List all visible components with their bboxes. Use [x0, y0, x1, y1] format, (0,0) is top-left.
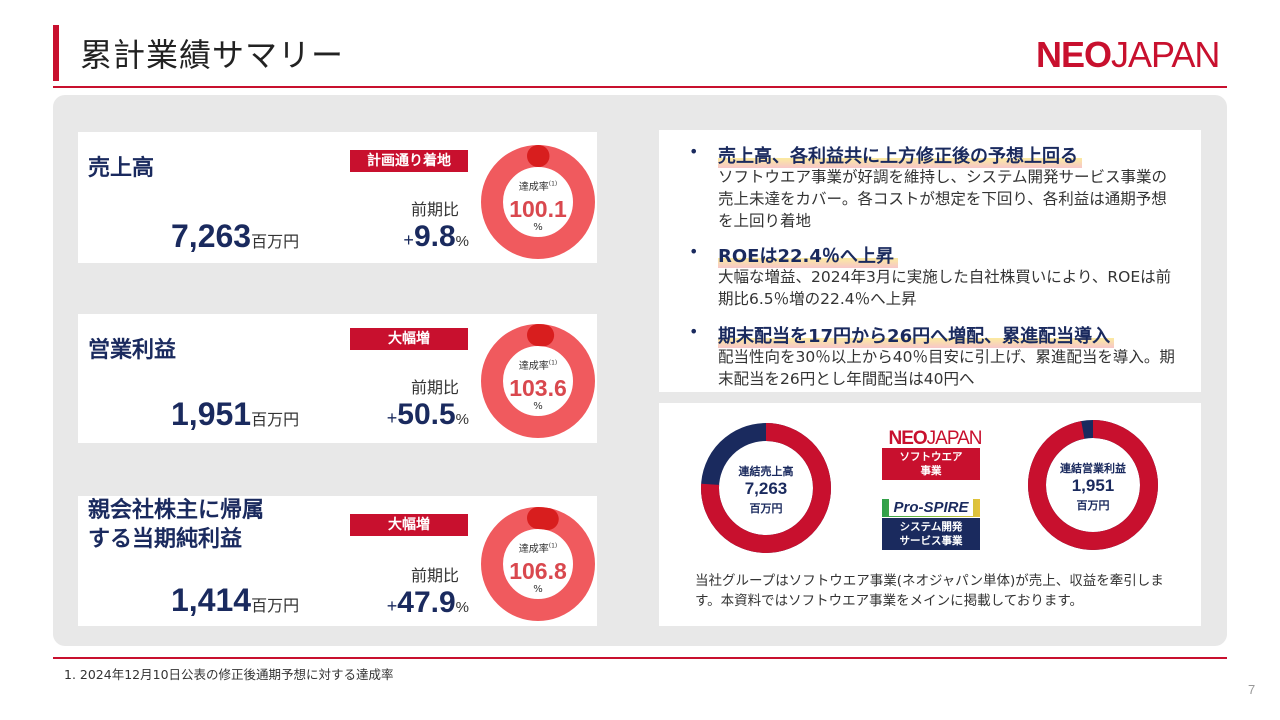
achievement-ring	[481, 145, 595, 259]
sales-ring	[701, 423, 831, 553]
achieve-value: 106.8	[509, 558, 567, 584]
card-operating-profit: 営業利益 大幅増 1,951百万円 前期比 +50.5% 達成率(1) 103.…	[78, 314, 597, 443]
bullet-dot: •	[689, 242, 699, 261]
card-value: 1,414百万円	[171, 582, 300, 618]
bullet-dot: •	[689, 142, 699, 161]
achieve-percent: %	[533, 222, 543, 233]
footnote: 1. 2024年12月10日公表の修正後通期予想に対する達成率	[64, 667, 394, 682]
achieve-label: 達成率(1)	[518, 359, 558, 372]
title-divider	[53, 86, 1227, 88]
status-tag: 計画通り着地	[350, 150, 468, 172]
yoy-label: 前期比	[411, 378, 460, 397]
achievement-ring	[481, 507, 595, 621]
achievement-donut: 達成率(1) 100.1 %	[478, 142, 598, 262]
page-title: 累計業績サマリー	[80, 36, 345, 74]
donut-value: 1,951	[1071, 476, 1115, 495]
achievement-donut: 達成率(1) 106.8 %	[478, 504, 598, 624]
neojapan-logo-small: NEOJAPAN	[888, 428, 982, 449]
card-title: 売上高	[88, 156, 155, 181]
footer-divider	[53, 657, 1227, 659]
yoy-label: 前期比	[411, 200, 460, 219]
donut-value: 7,263	[744, 479, 788, 498]
donut-unit: 百万円	[749, 502, 783, 515]
highlights-box: • 売上高、各利益共に上方修正後の予想上回る ソフトウエア事業が好調を維持し、シ…	[659, 130, 1201, 392]
software-segment-label: ソフトウエア 事業	[882, 448, 980, 480]
card-value: 1,951百万円	[171, 396, 300, 432]
status-tag: 大幅増	[350, 514, 468, 536]
sysdev-segment-label: システム開発 サービス事業	[882, 518, 980, 550]
group-composition-box: 連結売上高 7,263 百万円 NEOJAPAN ソフトウエア 事業 Pro-SP…	[659, 403, 1201, 626]
achieve-value: 103.6	[509, 375, 567, 401]
donut-unit: 百万円	[1076, 499, 1110, 512]
donut-title: 連結営業利益	[1060, 462, 1126, 475]
consolidated-op-profit-donut: 連結営業利益 1,951 百万円	[1026, 418, 1160, 552]
card-value: 7,263百万円	[171, 218, 300, 254]
highlight-heading: 期末配当を17円から26円へ増配、累進配当導入	[718, 322, 1115, 348]
highlight-heading: ROEは22.4％へ上昇	[718, 242, 898, 268]
yoy-label: 前期比	[411, 566, 460, 585]
prospire-logo: Pro-SPIRE	[882, 499, 980, 517]
highlight-body: ソフトウエア事業が好調を維持し、システム開発サービス事業の売上未達をカバー。各コ…	[718, 168, 1168, 230]
achievement-donut: 達成率(1) 103.6 %	[478, 321, 598, 441]
title-accent-bar	[53, 25, 59, 81]
highlight-body: 配当性向を30％以上から40％目安に引上げ、累進配当を導入。期末配当を26円とし…	[718, 348, 1175, 388]
highlight-heading: 売上高、各利益共に上方修正後の予想上回る	[718, 142, 1082, 168]
achieve-label: 達成率(1)	[518, 180, 558, 193]
page-number: 7	[1248, 682, 1256, 697]
bullet-dot: •	[689, 322, 699, 341]
highlight-body: 大幅な増益、2024年3月に実施した自社株買いにより、ROEは前期比6.5％増の…	[718, 268, 1172, 308]
achievement-ring	[481, 324, 595, 438]
card-sales: 売上高 計画通り着地 7,263百万円 前期比 +9.8% 達成率(1) 100…	[78, 132, 597, 263]
consolidated-sales-donut: 連結売上高 7,263 百万円	[699, 421, 833, 555]
card-title: 営業利益	[88, 338, 177, 363]
yoy-value: +9.8%	[403, 220, 469, 253]
status-tag: 大幅増	[350, 328, 468, 350]
achieve-label: 達成率(1)	[518, 542, 558, 555]
card-net-income: 親会社株主に帰属 する当期純利益 大幅増 1,414百万円 前期比 +47.9% …	[78, 496, 597, 626]
op-profit-ring	[1028, 420, 1158, 550]
yoy-value: +47.9%	[386, 586, 469, 619]
achieve-value: 100.1	[509, 196, 567, 222]
neojapan-logo: NEOJAPAN	[1036, 34, 1220, 75]
group-note: 当社グループはソフトウエア事業(ネオジャパン単体)が売上、収益を牽引します。本資…	[695, 573, 1164, 609]
achieve-percent: %	[533, 584, 543, 595]
card-title: 親会社株主に帰属 する当期純利益	[88, 498, 265, 552]
achieve-percent: %	[533, 401, 543, 412]
donut-title: 連結売上高	[738, 465, 794, 478]
yoy-value: +50.5%	[386, 398, 469, 431]
